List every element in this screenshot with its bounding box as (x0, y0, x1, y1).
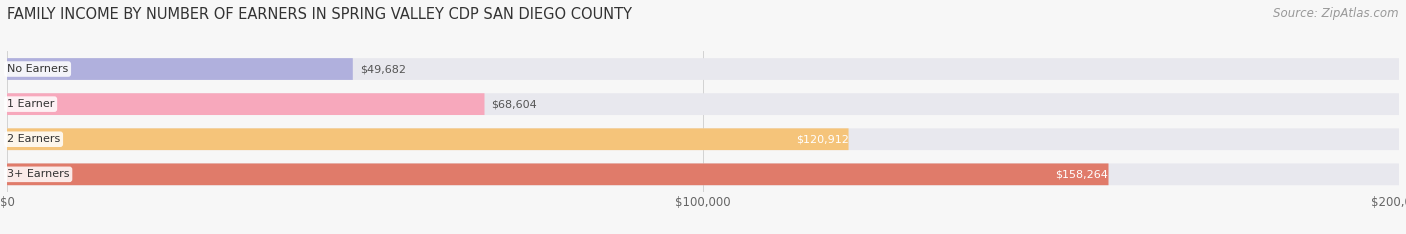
Text: 1 Earner: 1 Earner (7, 99, 55, 109)
Text: 2 Earners: 2 Earners (7, 134, 60, 144)
FancyBboxPatch shape (7, 58, 1399, 80)
FancyBboxPatch shape (7, 128, 849, 150)
FancyBboxPatch shape (7, 163, 1108, 185)
FancyBboxPatch shape (7, 93, 485, 115)
Text: $120,912: $120,912 (796, 134, 849, 144)
Text: FAMILY INCOME BY NUMBER OF EARNERS IN SPRING VALLEY CDP SAN DIEGO COUNTY: FAMILY INCOME BY NUMBER OF EARNERS IN SP… (7, 7, 633, 22)
Text: Source: ZipAtlas.com: Source: ZipAtlas.com (1274, 7, 1399, 20)
Text: 3+ Earners: 3+ Earners (7, 169, 69, 179)
Text: $49,682: $49,682 (360, 64, 406, 74)
FancyBboxPatch shape (7, 93, 1399, 115)
Text: No Earners: No Earners (7, 64, 69, 74)
Text: $68,604: $68,604 (492, 99, 537, 109)
Text: $158,264: $158,264 (1056, 169, 1108, 179)
FancyBboxPatch shape (7, 128, 1399, 150)
FancyBboxPatch shape (7, 58, 353, 80)
FancyBboxPatch shape (7, 163, 1399, 185)
